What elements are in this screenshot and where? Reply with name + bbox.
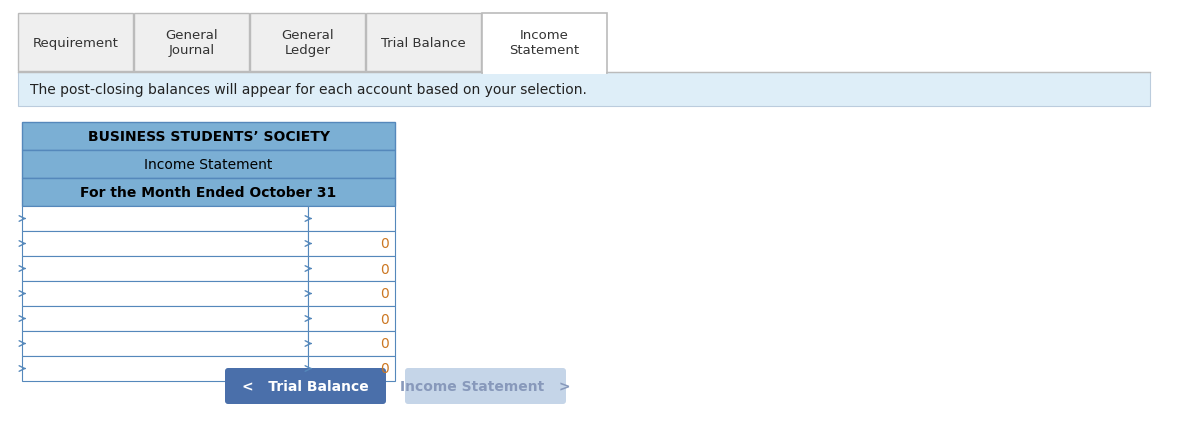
FancyBboxPatch shape: [406, 368, 566, 404]
Bar: [250, 14, 365, 72]
Bar: [22, 281, 308, 306]
Text: Requirement: Requirement: [32, 36, 119, 49]
Bar: [308, 207, 395, 231]
Text: General
Journal: General Journal: [166, 29, 218, 57]
Bar: [22, 123, 395, 151]
Bar: [308, 331, 395, 356]
Text: Income Statement   >: Income Statement >: [401, 379, 571, 393]
Bar: [484, 71, 606, 75]
Text: 0: 0: [380, 287, 389, 301]
Bar: [366, 14, 481, 72]
Text: For the Month Ended October 31: For the Month Ended October 31: [80, 186, 337, 200]
FancyBboxPatch shape: [226, 368, 386, 404]
Bar: [308, 231, 395, 256]
Bar: [308, 306, 395, 331]
Text: BUSINESS STUDENTS’ SOCIETY: BUSINESS STUDENTS’ SOCIETY: [88, 130, 330, 144]
Bar: [134, 14, 250, 72]
Bar: [482, 14, 607, 74]
Text: 0: 0: [380, 237, 389, 251]
Bar: [22, 179, 395, 207]
Text: 0: 0: [380, 312, 389, 326]
Bar: [308, 356, 395, 381]
Bar: [308, 281, 395, 306]
Text: Trial Balance: Trial Balance: [382, 36, 466, 49]
Bar: [22, 231, 308, 256]
Bar: [22, 207, 308, 231]
Text: The post-closing balances will appear for each account based on your selection.: The post-closing balances will appear fo…: [30, 83, 587, 97]
Text: 0: 0: [380, 337, 389, 351]
Text: 0: 0: [380, 362, 389, 376]
Text: General
Ledger: General Ledger: [281, 29, 334, 57]
Bar: [18, 73, 1150, 107]
Bar: [22, 306, 308, 331]
Text: Income
Statement: Income Statement: [510, 29, 580, 57]
Text: 0: 0: [380, 262, 389, 276]
Text: Income Statement: Income Statement: [144, 158, 272, 172]
Bar: [308, 256, 395, 281]
Bar: [22, 331, 308, 356]
Text: <   Trial Balance: < Trial Balance: [242, 379, 368, 393]
Bar: [22, 356, 308, 381]
Bar: [22, 151, 395, 179]
Bar: [22, 256, 308, 281]
Bar: [18, 14, 133, 72]
